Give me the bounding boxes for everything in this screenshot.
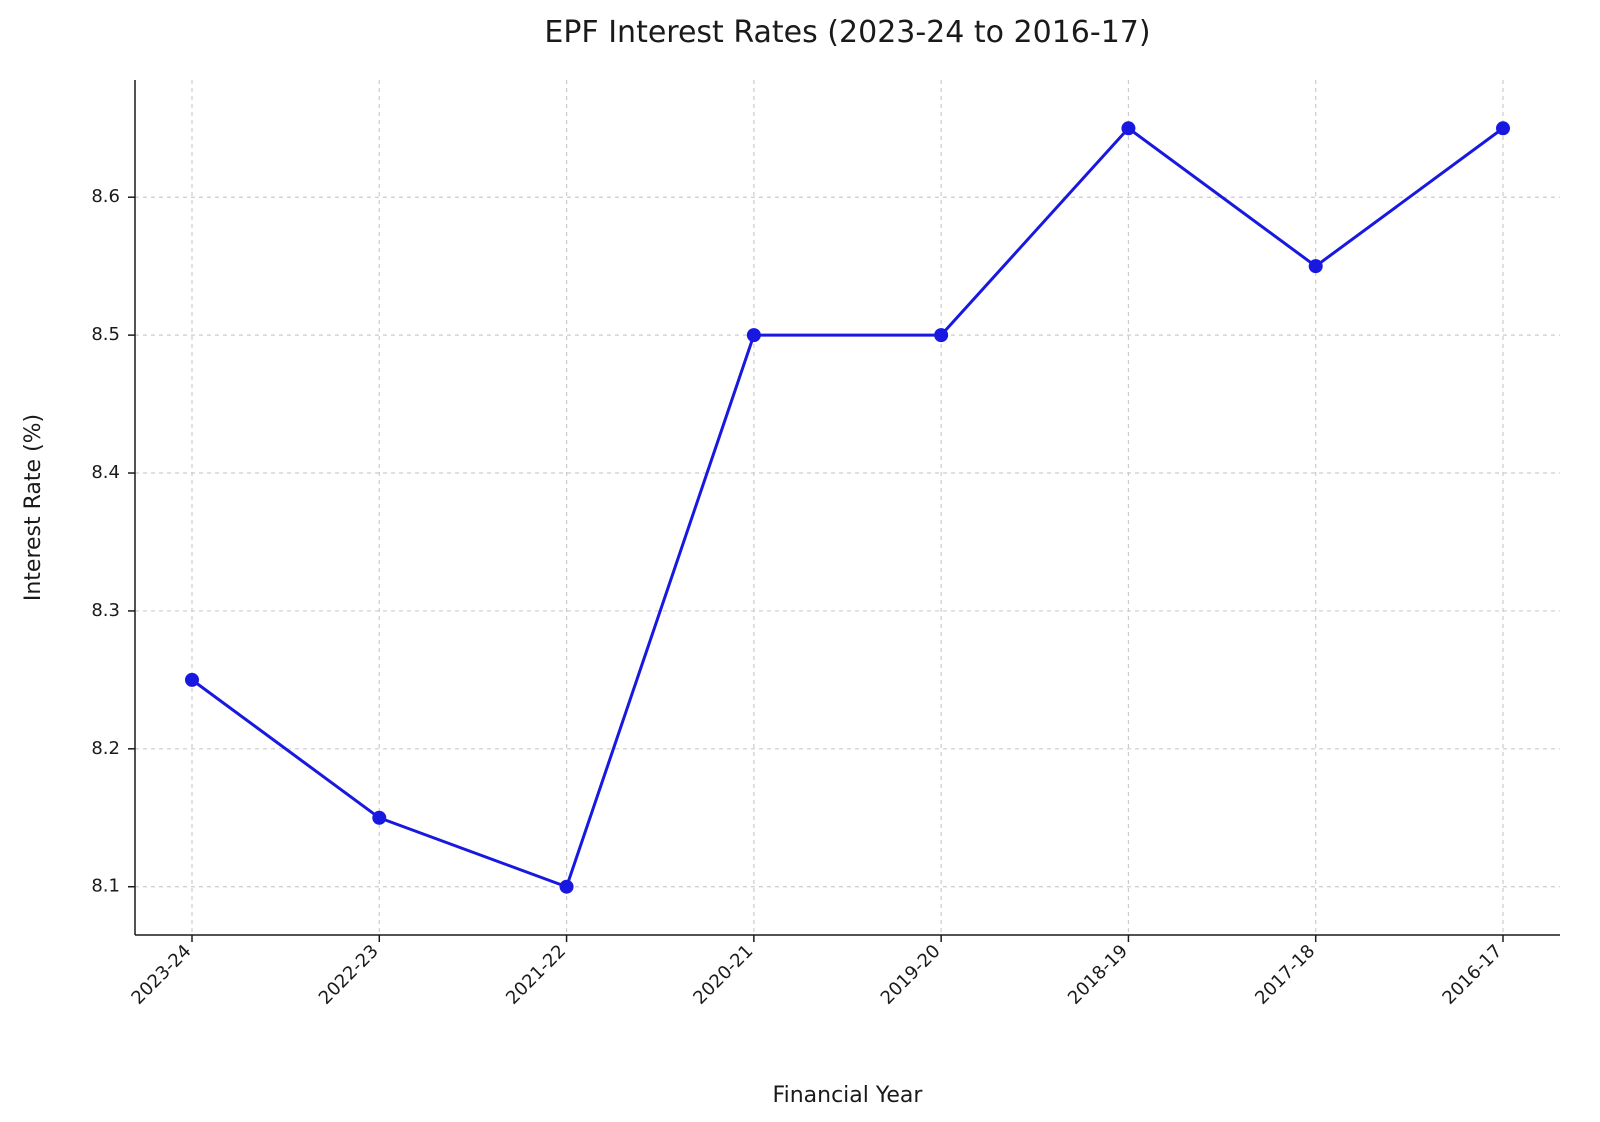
data-marker bbox=[372, 811, 386, 825]
y-tick-label: 8.3 bbox=[91, 600, 120, 621]
data-marker bbox=[1121, 121, 1135, 135]
y-tick-label: 8.2 bbox=[91, 738, 120, 759]
data-marker bbox=[560, 880, 574, 894]
y-tick-label: 8.5 bbox=[91, 324, 120, 345]
line-chart: 8.18.28.38.48.58.62023-242022-232021-222… bbox=[0, 0, 1600, 1122]
chart-title: EPF Interest Rates (2023-24 to 2016-17) bbox=[544, 15, 1150, 50]
y-tick-label: 8.6 bbox=[91, 186, 120, 207]
data-marker bbox=[747, 328, 761, 342]
data-marker bbox=[934, 328, 948, 342]
y-tick-label: 8.1 bbox=[91, 876, 120, 897]
x-axis-label: Financial Year bbox=[773, 1083, 924, 1108]
data-marker bbox=[1496, 121, 1510, 135]
data-marker bbox=[1309, 259, 1323, 273]
y-tick-label: 8.4 bbox=[91, 462, 120, 483]
data-marker bbox=[185, 673, 199, 687]
y-axis-label: Interest Rate (%) bbox=[21, 414, 46, 601]
